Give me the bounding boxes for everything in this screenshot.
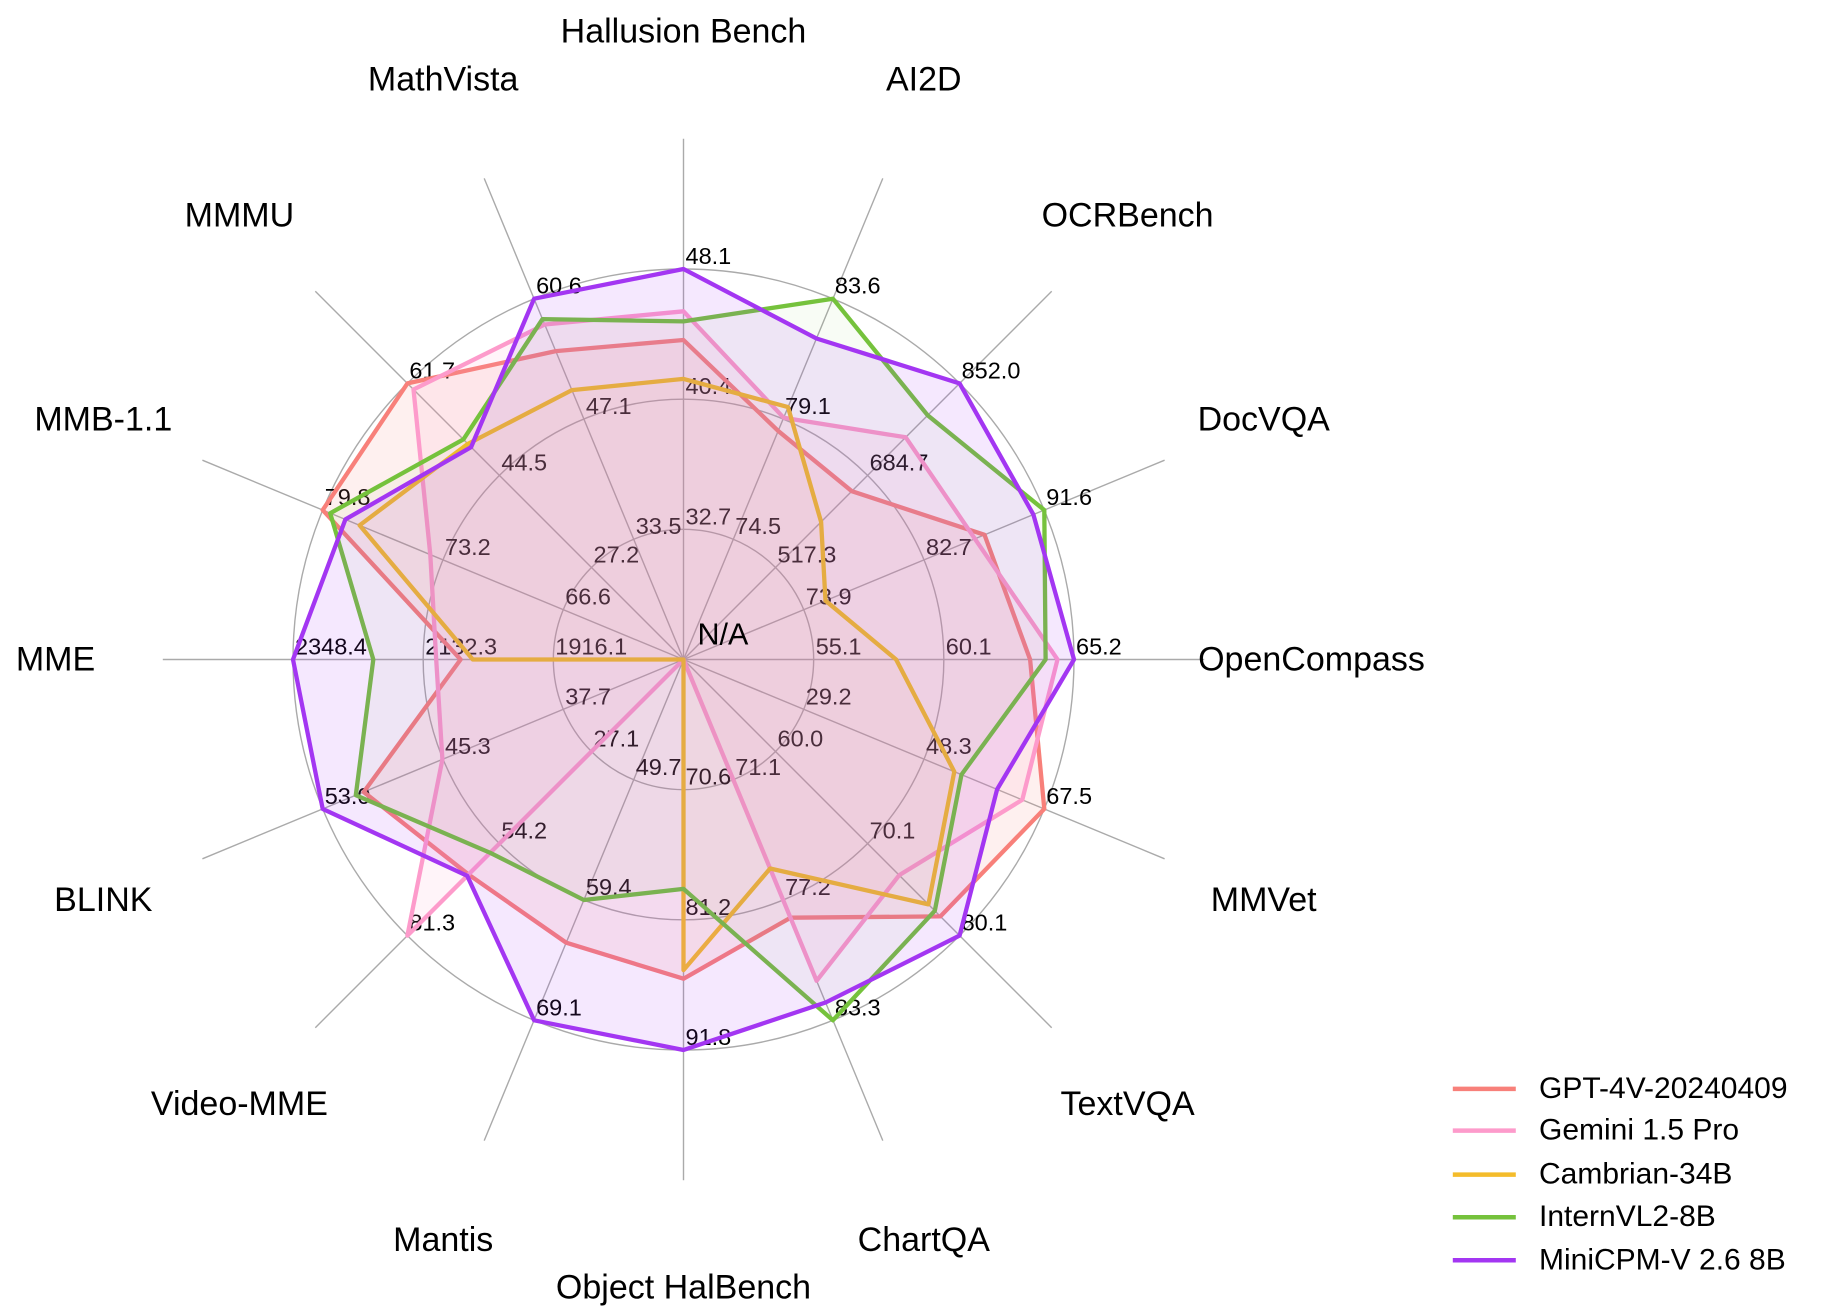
svg-text:55.1: 55.1 <box>816 634 862 660</box>
svg-text:Mantis: Mantis <box>393 1221 493 1259</box>
svg-text:27.2: 27.2 <box>594 542 640 568</box>
svg-text:91.6: 91.6 <box>1046 484 1092 510</box>
svg-text:69.1: 69.1 <box>536 994 582 1020</box>
svg-text:MME: MME <box>16 641 95 679</box>
svg-text:MiniCPM-V 2.6 8B: MiniCPM-V 2.6 8B <box>1539 1243 1786 1276</box>
svg-text:66.6: 66.6 <box>565 584 611 610</box>
svg-text:27.1: 27.1 <box>594 726 640 752</box>
svg-text:60.0: 60.0 <box>778 726 824 752</box>
svg-text:65.2: 65.2 <box>1076 634 1122 660</box>
svg-text:37.7: 37.7 <box>565 683 611 709</box>
svg-text:GPT-4V-20240409: GPT-4V-20240409 <box>1539 1072 1788 1105</box>
svg-text:517.3: 517.3 <box>778 542 837 568</box>
svg-text:Hallusion Bench: Hallusion Bench <box>561 13 807 51</box>
svg-text:33.5: 33.5 <box>636 513 682 539</box>
svg-text:Gemini 1.5 Pro: Gemini 1.5 Pro <box>1539 1114 1739 1147</box>
svg-text:83.6: 83.6 <box>835 273 881 299</box>
svg-text:TextVQA: TextVQA <box>1061 1085 1195 1123</box>
svg-text:OpenCompass: OpenCompass <box>1198 641 1425 679</box>
svg-text:71.1: 71.1 <box>735 754 781 780</box>
svg-text:852.0: 852.0 <box>962 357 1021 383</box>
svg-text:44.5: 44.5 <box>501 449 547 475</box>
svg-text:2348.4: 2348.4 <box>295 634 367 660</box>
svg-text:48.1: 48.1 <box>686 243 732 269</box>
svg-text:60.1: 60.1 <box>946 634 992 660</box>
svg-text:82.7: 82.7 <box>926 534 972 560</box>
svg-text:DocVQA: DocVQA <box>1198 400 1331 438</box>
svg-text:29.2: 29.2 <box>806 683 852 709</box>
svg-text:80.1: 80.1 <box>962 910 1008 936</box>
svg-text:48.3: 48.3 <box>926 733 972 759</box>
svg-text:Cambrian-34B: Cambrian-34B <box>1539 1158 1732 1191</box>
svg-text:1916.1: 1916.1 <box>555 634 627 660</box>
svg-text:74.5: 74.5 <box>735 513 781 539</box>
svg-text:MMVet: MMVet <box>1211 881 1317 919</box>
svg-text:MMB-1.1: MMB-1.1 <box>34 400 172 438</box>
svg-text:OCRBench: OCRBench <box>1042 197 1214 235</box>
svg-text:54.2: 54.2 <box>501 818 547 844</box>
svg-text:79.1: 79.1 <box>785 393 831 419</box>
svg-text:InternVL2-8B: InternVL2-8B <box>1539 1200 1716 1233</box>
svg-text:MMMU: MMMU <box>185 197 295 235</box>
svg-text:70.6: 70.6 <box>686 764 732 790</box>
svg-text:49.7: 49.7 <box>636 754 682 780</box>
svg-text:N/A: N/A <box>698 618 750 652</box>
svg-text:Object HalBench: Object HalBench <box>556 1269 811 1307</box>
svg-text:70.1: 70.1 <box>870 818 916 844</box>
svg-text:Video-MME: Video-MME <box>151 1085 328 1123</box>
svg-text:67.5: 67.5 <box>1046 783 1092 809</box>
svg-text:32.7: 32.7 <box>686 503 732 529</box>
svg-text:81.3: 81.3 <box>409 910 455 936</box>
svg-text:BLINK: BLINK <box>54 881 153 919</box>
svg-text:73.2: 73.2 <box>445 534 491 560</box>
svg-text:ChartQA: ChartQA <box>858 1221 991 1259</box>
svg-text:MathVista: MathVista <box>368 61 519 99</box>
svg-text:AI2D: AI2D <box>886 61 962 99</box>
svg-text:45.3: 45.3 <box>445 733 491 759</box>
svg-text:47.1: 47.1 <box>586 393 632 419</box>
